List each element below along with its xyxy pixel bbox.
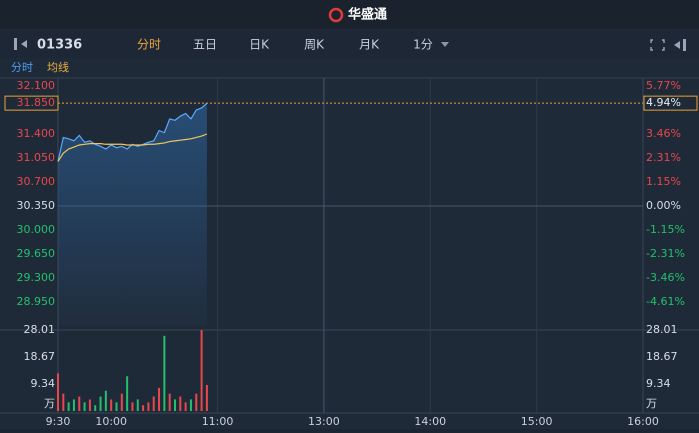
y2-tick-label: 1.15% (646, 175, 681, 188)
volume-bar (72, 399, 75, 411)
last-change-label: 4.94% (646, 96, 681, 109)
volume-bar (99, 396, 102, 411)
volume-bar (78, 396, 81, 411)
y2-tick-label: -2.31% (646, 247, 685, 260)
volume-bar (94, 405, 97, 411)
volume-bar (189, 399, 192, 411)
y2-tick-label: 5.77% (646, 79, 681, 92)
tab[interactable]: 分时 (137, 38, 161, 52)
y-tick-label: 30.000 (17, 223, 56, 236)
vol-tick-label-right: 18.67 (646, 350, 678, 363)
period-select[interactable]: 1分 (413, 38, 433, 52)
x-tick-label: 9:30 (46, 415, 71, 428)
volume-bar (136, 399, 139, 411)
volume-bar (163, 335, 166, 411)
stock-code: 01336 (37, 38, 82, 53)
volume-bar (62, 393, 65, 411)
volume-bar (168, 393, 171, 411)
tab[interactable]: 日K (249, 38, 270, 52)
avg-line (57, 133, 208, 162)
legend-line: 分时 (11, 61, 33, 74)
last-change-box (643, 95, 698, 111)
volume-bar (184, 402, 187, 411)
y-tick-label: 30.700 (17, 175, 56, 188)
y2-tick-label: 3.46% (646, 127, 681, 140)
volume-bar (158, 387, 161, 411)
price-line (57, 102, 208, 162)
y-tick-label: 31.400 (17, 127, 56, 140)
tab[interactable]: 月K (359, 38, 380, 52)
volume-bar (120, 393, 123, 411)
y-tick-label: 32.100 (17, 79, 56, 92)
x-tick-label: 13:00 (308, 415, 340, 428)
volume-bar (57, 373, 59, 411)
volume-bar (110, 399, 113, 411)
volume-bar (195, 393, 198, 411)
y-tick-label: 30.350 (17, 199, 56, 212)
last-price-label: 31.850 (17, 96, 56, 109)
top-bar (0, 0, 699, 29)
vol-tick-label: 18.67 (24, 350, 56, 363)
x-tick-label: 15:00 (521, 415, 553, 428)
volume-bar (147, 402, 150, 411)
volume-bar (152, 396, 155, 411)
x-tick-label: 14:00 (414, 415, 446, 428)
volume-bar (200, 330, 203, 411)
vol-unit: 万 (44, 397, 55, 410)
vol-unit-right: 万 (646, 397, 657, 410)
volume-bar (205, 384, 208, 411)
x-tick-label: 10:00 (95, 415, 127, 428)
dropdown-arrow[interactable] (441, 42, 449, 47)
toolbar (0, 30, 699, 58)
vol-tick-label-right: 28.01 (646, 323, 678, 336)
fullscreen-icon[interactable] (650, 39, 665, 51)
volume-bar (179, 396, 182, 411)
y2-tick-label: -3.46% (646, 271, 685, 284)
tab[interactable]: 五日 (193, 38, 217, 52)
y-tick-label: 31.050 (17, 151, 56, 164)
legend-avg: 均线 (47, 60, 69, 74)
y-tick-label: 29.300 (17, 271, 56, 284)
volume-bar (174, 399, 176, 411)
y-tick-label: 29.650 (17, 247, 56, 260)
collapse-icon[interactable] (674, 39, 686, 51)
tab[interactable]: 周K (304, 38, 325, 52)
y2-tick-label: -4.61% (646, 295, 685, 308)
logo-icon (328, 7, 344, 23)
y2-tick-label: 0.00% (646, 199, 681, 212)
volume-bar (104, 390, 107, 411)
volume-bar (67, 402, 70, 411)
vol-tick-label-right: 9.34 (646, 377, 671, 390)
volume-bar (131, 402, 134, 411)
vol-tick-label: 28.01 (24, 323, 56, 336)
y-tick-label: 28.950 (17, 295, 56, 308)
vol-tick-label: 9.34 (31, 377, 56, 390)
last-price-box (4, 95, 59, 111)
y2-tick-label: -1.15% (646, 223, 685, 236)
x-tick-label: 16:00 (627, 415, 659, 428)
volume-bar (88, 399, 91, 411)
volume-bar (142, 405, 145, 411)
back-icon[interactable] (14, 38, 27, 50)
price-area (58, 103, 207, 327)
volume-bar (115, 402, 118, 411)
x-tick-label: 11:00 (202, 415, 234, 428)
volume-bar (126, 376, 129, 411)
y2-tick-label: 2.31% (646, 151, 681, 164)
volume-bar (83, 402, 86, 411)
logo: 华盛通 (348, 7, 387, 23)
